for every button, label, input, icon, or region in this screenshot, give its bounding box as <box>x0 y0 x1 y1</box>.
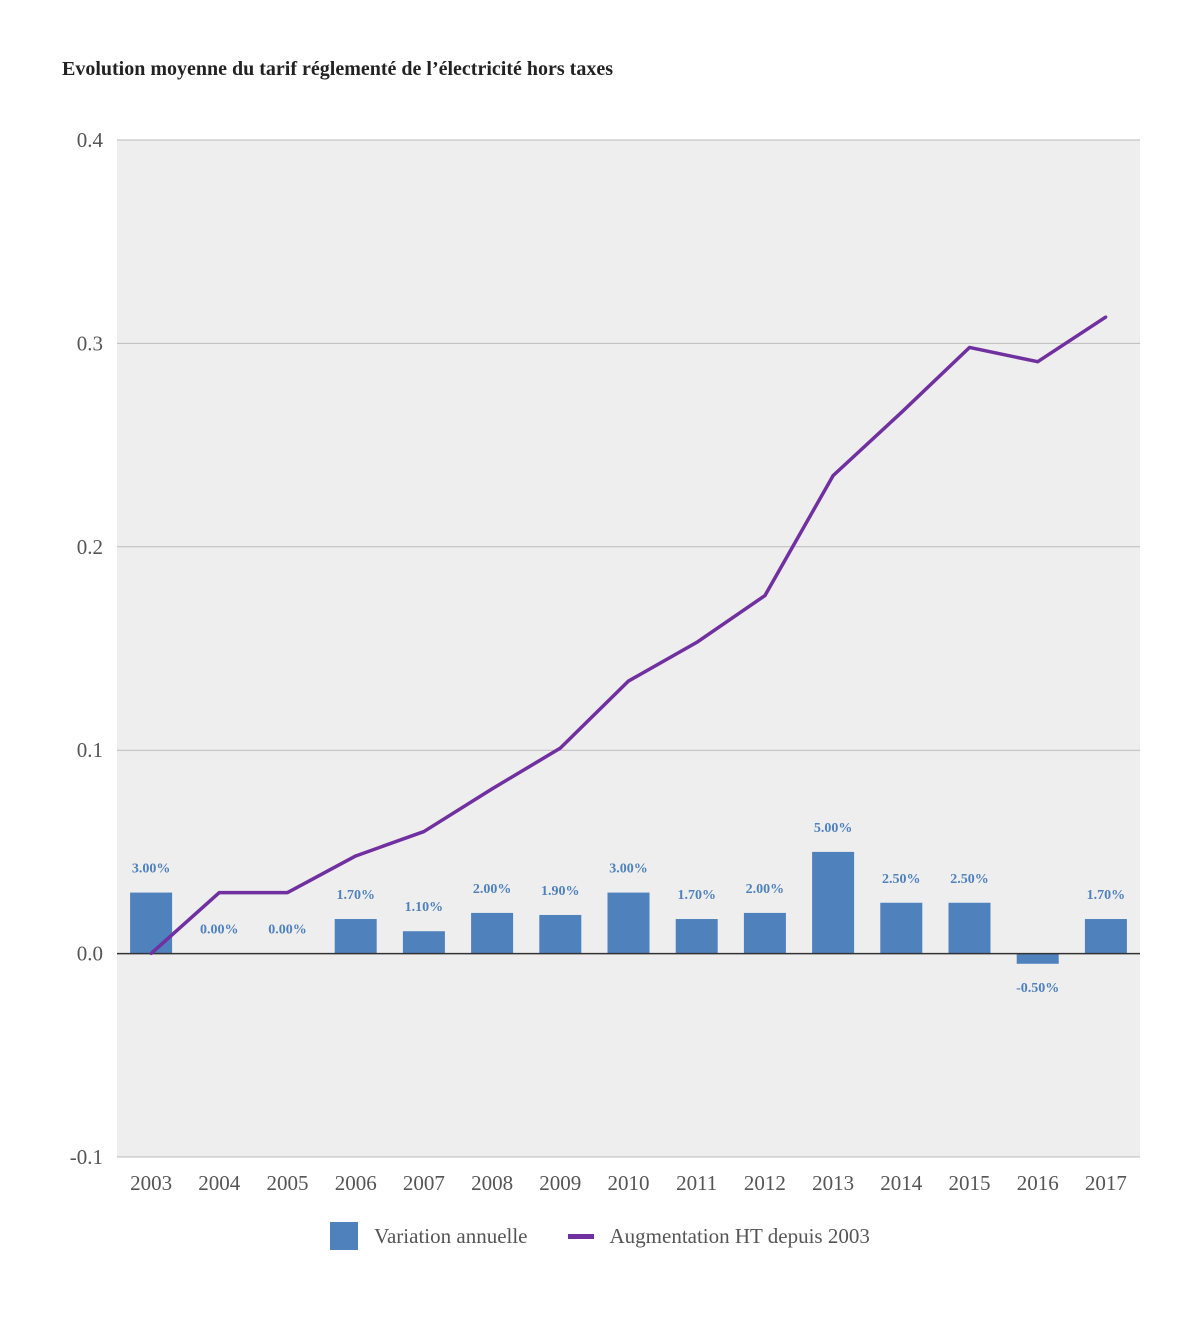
bar <box>743 912 786 954</box>
legend-item-line[interactable]: Augmentation HT depuis 2003 <box>567 1223 870 1249</box>
bar <box>880 902 923 954</box>
line-point <box>627 679 630 683</box>
gridlines <box>117 139 1140 1158</box>
bar <box>334 919 377 954</box>
legend-swatch-bar <box>330 1222 359 1250</box>
x-tick-label: 2009 <box>539 1171 581 1195</box>
y-tick-label: 0.1 <box>77 738 103 762</box>
bar-data-label: 2.50% <box>882 872 921 887</box>
bar <box>471 912 514 954</box>
bar-data-labels: 3.00% 0.00% 0.00% 1.70% 1.10% 2.00% 1.90% 3.00%… <box>132 821 1125 996</box>
chart-title: Evolution moyenne du tarif réglementé de… <box>62 58 613 80</box>
bar <box>1084 919 1127 954</box>
bar-data-label: 0.00% <box>268 923 307 938</box>
bar-data-label: 1.70% <box>1087 888 1126 903</box>
y-tick-label: 0.3 <box>77 331 103 355</box>
line-point <box>899 411 903 415</box>
legend-item-bar[interactable]: Variation annuelle <box>330 1222 528 1250</box>
legend-label-line: Augmentation HT depuis 2003 <box>609 1223 870 1248</box>
bar-series <box>130 851 1127 964</box>
line-point <box>695 640 699 644</box>
bar-data-label: 2.00% <box>746 882 785 897</box>
x-tick-label: 2010 <box>608 1171 650 1195</box>
bar-data-label: 2.50% <box>950 872 989 887</box>
x-tick-label: 2011 <box>676 1171 717 1195</box>
line-point <box>149 952 153 956</box>
line-point <box>558 746 562 750</box>
bar-data-label: 3.00% <box>132 862 171 877</box>
plot-area <box>117 140 1140 1157</box>
line-point <box>831 474 835 478</box>
legend: Variation annuelle Augmentation HT depui… <box>0 1222 1200 1250</box>
legend-swatch-line <box>567 1233 594 1239</box>
y-tick-label: 0.2 <box>77 535 103 559</box>
line-point <box>354 854 358 858</box>
bar-data-label: 1.70% <box>336 888 375 903</box>
bar-data-label: 5.00% <box>814 821 853 836</box>
bar-data-label: -0.50% <box>1016 981 1059 996</box>
line-series <box>149 315 1108 956</box>
line-point <box>1104 315 1108 319</box>
x-tick-label: 2006 <box>335 1171 377 1195</box>
bar <box>675 919 718 954</box>
line-point <box>422 830 426 834</box>
bar <box>402 931 445 954</box>
x-tick-label: 2007 <box>403 1171 445 1195</box>
x-tick-label: 2012 <box>744 1171 786 1195</box>
bar <box>607 892 650 954</box>
line-point <box>286 891 289 895</box>
line-point <box>763 594 767 598</box>
line-point <box>217 891 221 895</box>
bar-data-label: 1.90% <box>541 884 580 899</box>
y-tick-label: 0.4 <box>77 128 104 152</box>
bar <box>948 902 991 954</box>
bar-data-label: 0.00% <box>200 923 239 938</box>
y-tick-label: 0.0 <box>77 942 103 966</box>
y-tick-label: -0.1 <box>70 1145 103 1169</box>
bar-data-label: 2.00% <box>473 882 512 897</box>
x-tick-label: 2016 <box>1017 1171 1059 1195</box>
x-tick-label: 2008 <box>471 1171 513 1195</box>
bar <box>539 914 582 954</box>
line-point <box>490 787 494 791</box>
x-tick-label: 2005 <box>267 1171 309 1195</box>
bar-data-label: 1.10% <box>405 900 444 915</box>
legend-label-bar: Variation annuelle <box>374 1223 528 1248</box>
y-axis-ticks: 0.4 0.3 0.2 0.1 0.0 -0.1 <box>70 128 104 1169</box>
x-tick-label: 2017 <box>1085 1171 1127 1195</box>
x-tick-label: 2003 <box>130 1171 172 1195</box>
x-tick-label: 2004 <box>198 1171 241 1195</box>
bar <box>1016 953 1059 964</box>
x-tick-label: 2014 <box>880 1171 923 1195</box>
line-point <box>1036 360 1040 364</box>
bar <box>812 851 855 954</box>
bar-data-label: 1.70% <box>677 888 716 903</box>
x-axis-ticks: 2003 2004 2005 2006 2007 2008 2009 2010 2011 2012… <box>130 1171 1127 1195</box>
line-point <box>968 345 971 349</box>
x-tick-label: 2013 <box>812 1171 854 1195</box>
bar <box>130 892 173 954</box>
bar-data-label: 3.00% <box>609 862 648 877</box>
x-tick-label: 2015 <box>949 1171 991 1195</box>
